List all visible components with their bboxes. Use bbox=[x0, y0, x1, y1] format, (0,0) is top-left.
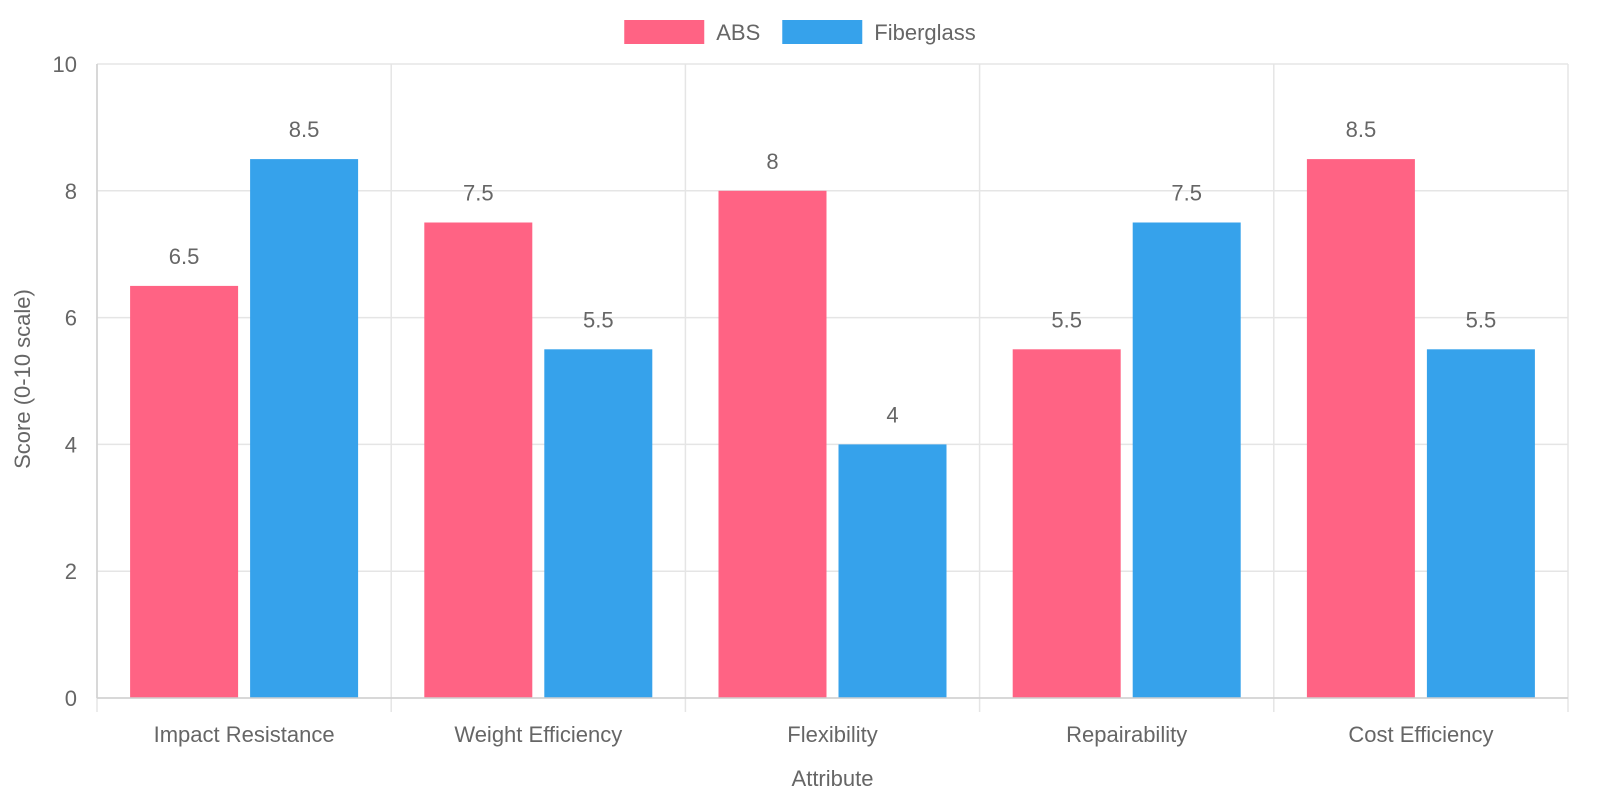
x-axis-title: Attribute bbox=[792, 766, 874, 791]
data-label: 8 bbox=[766, 149, 778, 174]
bar-fiberglass-flexibility[interactable] bbox=[838, 444, 947, 698]
data-label: 5.5 bbox=[1466, 307, 1497, 332]
x-tick-label: Impact Resistance bbox=[154, 722, 335, 747]
bars bbox=[130, 159, 1535, 699]
data-label: 8.5 bbox=[1346, 117, 1377, 142]
x-tick-label: Flexibility bbox=[787, 722, 877, 747]
bar-fiberglass-cost-efficiency[interactable] bbox=[1426, 349, 1535, 698]
data-label: 5.5 bbox=[1051, 307, 1082, 332]
bar-abs-cost-efficiency[interactable] bbox=[1306, 159, 1415, 699]
data-label: 4 bbox=[886, 402, 898, 427]
legend-swatch bbox=[624, 20, 705, 44]
legend-item-fiberglass[interactable]: Fiberglass bbox=[782, 20, 976, 45]
data-label: 6.5 bbox=[169, 244, 200, 269]
y-tick-label: 0 bbox=[65, 686, 77, 711]
legend-item-abs[interactable]: ABS bbox=[624, 20, 760, 45]
y-tick-label: 10 bbox=[53, 52, 77, 77]
y-axis-title: Score (0-10 scale) bbox=[10, 289, 35, 469]
data-label: 7.5 bbox=[1171, 181, 1202, 206]
legend[interactable]: ABS Fiberglass bbox=[624, 20, 976, 45]
data-label: 8.5 bbox=[289, 117, 320, 142]
bar-fiberglass-impact-resistance[interactable] bbox=[250, 159, 359, 699]
x-tick-label: Weight Efficiency bbox=[454, 722, 622, 747]
data-labels: 6.5 8.5 7.5 5.5 8 4 5.5 7.5 8.5 5.5 bbox=[169, 117, 1496, 427]
y-tick-label: 2 bbox=[65, 559, 77, 584]
legend-swatch bbox=[782, 20, 863, 44]
data-label: 7.5 bbox=[463, 181, 494, 206]
bar-abs-repairability[interactable] bbox=[1012, 349, 1121, 698]
legend-label: Fiberglass bbox=[874, 20, 975, 45]
axes: 0 2 4 6 8 10 Impact Resistance Weight Efficienc… bbox=[53, 52, 1568, 747]
x-tick-label: Cost Efficiency bbox=[1348, 722, 1493, 747]
y-tick-label: 6 bbox=[65, 306, 77, 331]
y-tick-label: 8 bbox=[65, 179, 77, 204]
bar-abs-weight-efficiency[interactable] bbox=[424, 222, 533, 699]
bar-abs-impact-resistance[interactable] bbox=[130, 285, 239, 698]
y-tick-label: 4 bbox=[65, 432, 77, 457]
data-label: 5.5 bbox=[583, 307, 614, 332]
legend-label: ABS bbox=[716, 20, 760, 45]
bar-abs-flexibility[interactable] bbox=[718, 190, 827, 699]
x-tick-label: Repairability bbox=[1066, 722, 1187, 747]
bar-fiberglass-repairability[interactable] bbox=[1132, 222, 1241, 699]
bar-fiberglass-weight-efficiency[interactable] bbox=[544, 349, 653, 698]
